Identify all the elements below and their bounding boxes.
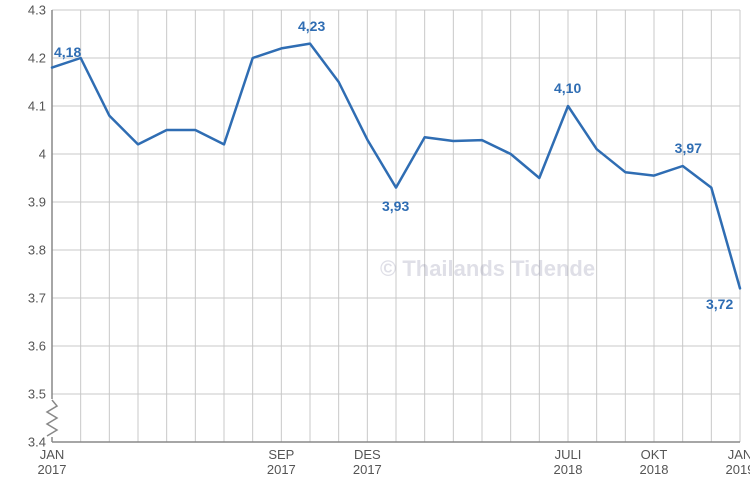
- x-axis-tick-label: JAN2017: [38, 448, 67, 478]
- chart-svg: [0, 0, 750, 500]
- y-axis-tick-label: 4.3: [6, 3, 46, 18]
- x-axis-tick-label: DES2017: [353, 448, 382, 478]
- y-axis-tick-label: 3.7: [6, 291, 46, 306]
- x-axis-tick-label: JAN2019: [726, 448, 750, 478]
- y-axis-tick-label: 4: [6, 147, 46, 162]
- y-axis-tick-label: 3.9: [6, 195, 46, 210]
- line-chart: © Thailands Tidende 3.43.53.63.73.83.944…: [0, 0, 750, 500]
- x-axis-tick-label: SEP2017: [267, 448, 296, 478]
- y-axis-tick-label: 3.5: [6, 387, 46, 402]
- x-axis-tick-label: OKT2018: [640, 448, 669, 478]
- y-axis-tick-label: 4.1: [6, 99, 46, 114]
- y-axis-tick-label: 3.6: [6, 339, 46, 354]
- y-axis-tick-label: 3.8: [6, 243, 46, 258]
- x-axis-tick-label: JULI2018: [554, 448, 583, 478]
- y-axis-tick-label: 4.2: [6, 51, 46, 66]
